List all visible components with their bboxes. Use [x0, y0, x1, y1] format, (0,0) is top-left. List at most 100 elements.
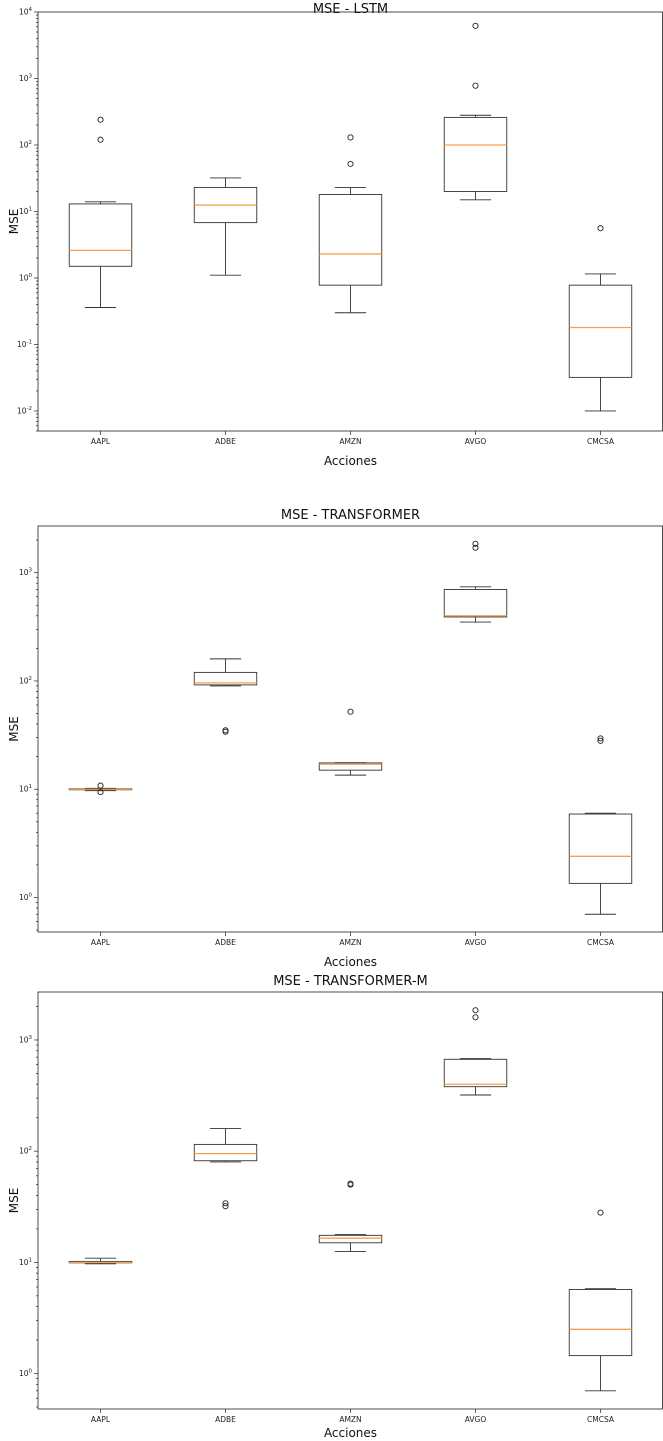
y-tick-exponent: 2: [29, 1146, 33, 1152]
box-avgo: [443, 1007, 508, 1096]
y-tick-base: 10: [19, 8, 29, 17]
iqr-box: [193, 1143, 258, 1162]
x-tick-label: ADBE: [215, 1415, 236, 1424]
chart-title: MSE - TRANSFORMER-M: [273, 974, 428, 989]
outlier-point: [472, 82, 479, 89]
y-tick-label: 103: [19, 568, 33, 578]
box-aapl: [68, 116, 133, 308]
y-tick-exponent: -1: [27, 339, 32, 345]
outlier-point: [597, 735, 604, 742]
outlier-point: [472, 22, 479, 29]
outlier-point: [597, 1209, 604, 1216]
outlier-point: [97, 116, 104, 123]
outlier-point: [347, 708, 354, 715]
x-axis-label: Acciones: [324, 454, 377, 468]
box-cmcsa: [568, 225, 633, 412]
box-amzn: [318, 1180, 383, 1253]
outlier-point: [472, 540, 479, 547]
chart-transformer-m: MSE - TRANSFORMER-M100101102103MSEAccion…: [7, 974, 663, 1440]
box-avgo: [443, 540, 508, 623]
x-tick-label: CMCSA: [587, 437, 615, 446]
x-axis-label: Acciones: [324, 955, 377, 969]
box-aapl: [68, 782, 133, 796]
y-tick-base: 10: [19, 785, 29, 794]
iqr-box: [568, 284, 633, 378]
y-tick-exponent: 2: [29, 676, 33, 682]
iqr-box: [318, 762, 383, 771]
y-tick-exponent: 0: [29, 273, 33, 279]
y-tick-label: 104: [19, 7, 33, 17]
y-tick-exponent: 1: [29, 206, 33, 212]
y-tick-base: 10: [19, 207, 29, 216]
x-tick-label: AMZN: [339, 1415, 361, 1424]
outlier-point: [597, 225, 604, 232]
y-tick-label: 101: [19, 784, 32, 794]
y-tick-exponent: 4: [29, 7, 33, 13]
iqr-box: [318, 194, 383, 286]
x-tick-label: AVGO: [465, 1415, 487, 1424]
y-tick-label: 102: [19, 140, 32, 150]
x-tick-label: AAPL: [91, 437, 111, 446]
x-tick-label: AAPL: [91, 938, 111, 947]
x-tick-label: AVGO: [465, 437, 487, 446]
x-tick-label: AMZN: [339, 437, 361, 446]
y-tick-exponent: 3: [29, 1035, 33, 1041]
outlier-point: [472, 544, 479, 551]
y-tick-label: 102: [19, 676, 32, 686]
y-tick-exponent: 1: [29, 1257, 33, 1263]
y-tick-base: 10: [19, 140, 29, 149]
y-tick-base: 10: [19, 1258, 29, 1267]
box-adbe: [193, 1128, 258, 1210]
y-tick-base: 10: [17, 340, 27, 349]
box-aapl: [68, 1257, 133, 1265]
y-tick-base: 10: [19, 1369, 29, 1378]
x-tick-label: AVGO: [465, 938, 487, 947]
box-avgo: [443, 22, 508, 201]
y-tick-base: 10: [19, 1035, 29, 1044]
box-cmcsa: [568, 1209, 633, 1392]
x-tick-label: AAPL: [91, 1415, 111, 1424]
outlier-point: [222, 727, 229, 734]
iqr-box: [568, 1289, 633, 1357]
y-tick-label: 103: [19, 73, 33, 83]
y-tick-exponent: -2: [27, 406, 32, 412]
box-amzn: [318, 708, 383, 776]
iqr-box: [443, 589, 508, 618]
outlier-point: [97, 789, 104, 796]
y-tick-exponent: 3: [29, 568, 33, 574]
outlier-point: [97, 136, 104, 143]
x-tick-label: ADBE: [215, 437, 236, 446]
iqr-box: [318, 1234, 383, 1244]
outlier-point: [472, 1007, 479, 1014]
y-tick-base: 10: [19, 1147, 29, 1156]
box-adbe: [193, 177, 258, 276]
x-axis-label: Acciones: [324, 1426, 377, 1440]
chart-lstm: MSE - LSTM10-210-1100101102103104MSEAcci…: [7, 2, 663, 468]
x-tick-label: ADBE: [215, 938, 236, 947]
y-tick-label: 102: [19, 1146, 32, 1156]
outlier-point: [597, 737, 604, 744]
y-tick-exponent: 3: [29, 73, 33, 79]
y-tick-base: 10: [19, 676, 29, 685]
iqr-box: [193, 671, 258, 686]
iqr-box: [443, 116, 508, 192]
chart-title: MSE - LSTM: [313, 2, 388, 17]
iqr-box: [443, 1058, 508, 1088]
y-tick-label: 10-1: [17, 339, 32, 349]
outlier-point: [472, 1014, 479, 1021]
y-tick-exponent: 2: [29, 140, 33, 146]
box-amzn: [318, 134, 383, 314]
outlier-point: [347, 160, 354, 167]
y-tick-exponent: 1: [29, 784, 33, 790]
y-axis-label: MSE: [7, 716, 21, 742]
chart-title: MSE - TRANSFORMER: [281, 508, 420, 523]
outlier-point: [347, 134, 354, 141]
y-tick-label: 100: [19, 1369, 33, 1379]
y-axis-label: MSE: [7, 209, 21, 235]
iqr-box: [68, 203, 133, 267]
y-tick-base: 10: [17, 406, 27, 415]
x-tick-label: CMCSA: [587, 938, 615, 947]
x-tick-label: CMCSA: [587, 1415, 615, 1424]
outlier-point: [347, 1180, 354, 1187]
